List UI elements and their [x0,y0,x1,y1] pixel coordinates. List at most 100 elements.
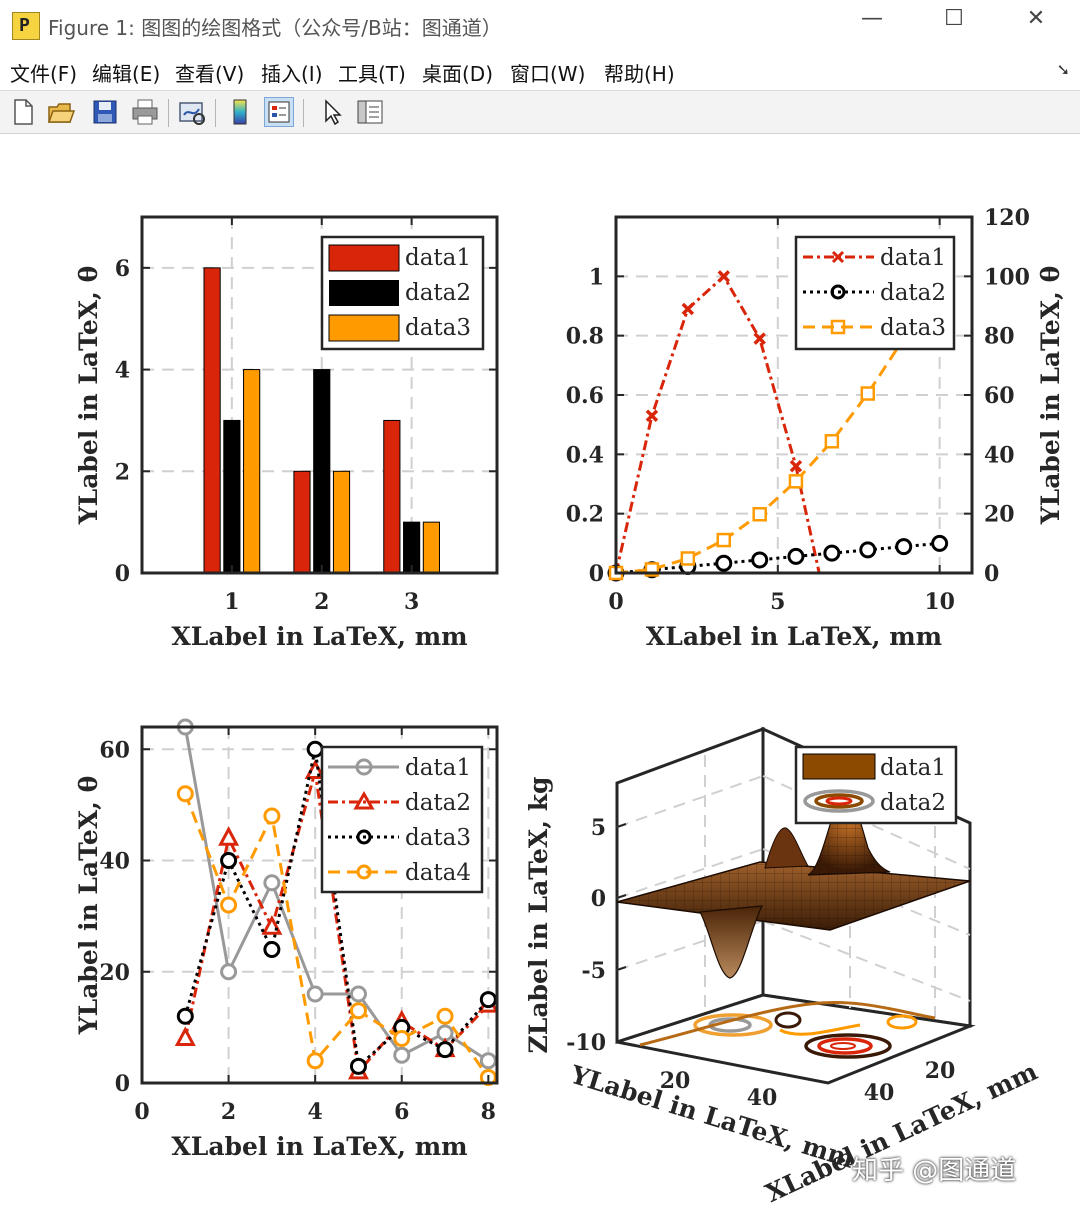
x-tick-label: 2 [221,1099,236,1125]
legend[interactable]: data1 data2 [794,745,958,825]
subplot-multi-line: 0 2 4 6 8 0 20 40 60 XLabel in LaTeX, mm YLabel … [74,718,499,1161]
marker-data1 [263,874,281,892]
legend-label-data1: data1 [405,245,471,271]
close-button[interactable]: ✕ [1026,6,1046,31]
subplot-bar-chart: 1 2 3 0 2 4 6 XLabel in LaTeX, mm YLabel in La… [74,215,499,651]
menu-help[interactable]: 帮助(H) [604,62,675,86]
toolbar-separator [168,99,169,127]
legend-marker-data2 [353,790,375,810]
marker-data3 [716,532,732,548]
marker-data1 [393,1046,411,1064]
menu-tools[interactable]: 工具(T) [338,62,406,86]
y-tick-label: 0.4 [566,442,604,468]
bar-data3 [422,521,440,574]
x-tick-label: 3 [404,589,419,615]
pointer-arrow-icon[interactable] [317,97,347,127]
legend-swatch-data3 [328,314,400,342]
right-y-tick-label: 40 [984,442,1015,468]
legend-marker-data3 [830,319,846,335]
save-icon[interactable] [90,97,120,127]
marker-data1 [220,963,238,981]
right-y-tick-label: 80 [984,324,1015,350]
marker-data1 [789,459,803,473]
marker-data2 [895,538,913,556]
toolbar-expand-icon[interactable]: ➘ [1056,60,1070,79]
menu-bar: 文件(F) 编辑(E) 查看(V) 插入(I) 工具(T) 桌面(D) 窗口(W… [0,54,1080,90]
menu-file[interactable]: 文件(F) [10,62,78,86]
legend-label-data3: data3 [405,315,471,341]
z-ticks: 5 0 -5 -10 [566,815,627,1056]
marker-data2 [715,554,733,572]
watermark: 知乎 @图通道 [852,1156,1017,1186]
marker-data3 [263,941,281,958]
menu-window[interactable]: 窗口(W) [510,62,586,86]
toolbar-separator [215,99,216,127]
x-tick-label: 40 [864,1080,895,1106]
right-y-axis-label: YLabel in LaTeX, θ [1036,266,1065,525]
legend[interactable]: data1 data2 data3 [320,235,485,351]
bar-data3 [332,470,351,574]
print-icon[interactable] [130,97,160,127]
app-icon: P [12,12,40,40]
menu-view[interactable]: 查看(V) [175,62,245,86]
y-tick-label: 6 [115,256,130,282]
marker-data3 [680,551,696,566]
legend-icon[interactable] [264,97,294,127]
z-tick-label: -10 [566,1030,606,1056]
maximize-button[interactable]: ☐ [944,6,964,31]
right-y-tick-label: 120 [984,205,1030,231]
colorbar-icon[interactable] [225,97,255,127]
marker-data4 [306,1052,324,1070]
marker-data2 [218,826,240,846]
menu-edit[interactable]: 编辑(E) [92,62,161,86]
legend-swatch-data2 [329,280,399,306]
marker-data1 [753,332,766,345]
legend-label-data1: data1 [880,755,946,781]
marker-data2 [823,544,841,562]
x-tick-label: 1 [224,589,239,615]
x-tick-label: 8 [481,1099,496,1125]
legend-swatch-data1 [802,753,876,780]
bar-data2 [313,369,331,574]
new-figure-icon[interactable] [8,97,38,127]
right-y-tick-label: 20 [984,502,1015,528]
bar-data3 [243,369,261,574]
x-tick-label: 20 [925,1058,956,1084]
legend-box [320,745,484,894]
figure-canvas: 1 2 3 0 2 4 6 XLabel in LaTeX, mm YLabel in La… [74,205,1065,1208]
legend-label-data3: data3 [405,825,471,851]
x-tick-label: 4 [308,1099,323,1125]
menu-desktop[interactable]: 桌面(D) [422,62,494,86]
y-tick-label: 4 [115,358,130,384]
property-inspector-icon[interactable] [355,97,385,127]
right-y-tick-label: 100 [984,264,1030,290]
y-tick-label: 2 [115,459,130,485]
menu-insert[interactable]: 插入(I) [261,62,323,86]
line-data4 [183,793,490,1079]
open-file-icon[interactable] [46,97,76,127]
legend[interactable]: data1 data2 data3 [794,235,956,351]
y-tick-label: 0 [115,1071,130,1097]
legend-label-data2: data2 [880,280,946,306]
link-plot-icon[interactable] [177,97,207,127]
legend-swatch-data2-inner [814,793,864,809]
bar-data1 [293,470,311,574]
z-tick-label: -5 [582,958,606,984]
marker-data3 [824,434,840,449]
x-tick-label: 10 [924,589,955,615]
x-axis-label: XLabel in LaTeX, mm [171,1132,467,1161]
marker-data1 [717,270,731,283]
legend[interactable]: data1 data2 data3 data4 [320,745,484,894]
y-tick-label: 0 [589,561,604,587]
marker-data4 [349,1002,367,1020]
minimize-button[interactable]: — [861,6,883,31]
bar-data2 [223,419,241,574]
marker-data3 [860,386,876,401]
z-tick-label: 5 [591,815,606,841]
marker-data1 [349,985,367,1003]
legend-box [794,235,956,351]
x-tick-label: 0 [608,589,623,615]
marker-data1 [479,1052,497,1070]
y-tick-label: 0.2 [566,502,604,528]
